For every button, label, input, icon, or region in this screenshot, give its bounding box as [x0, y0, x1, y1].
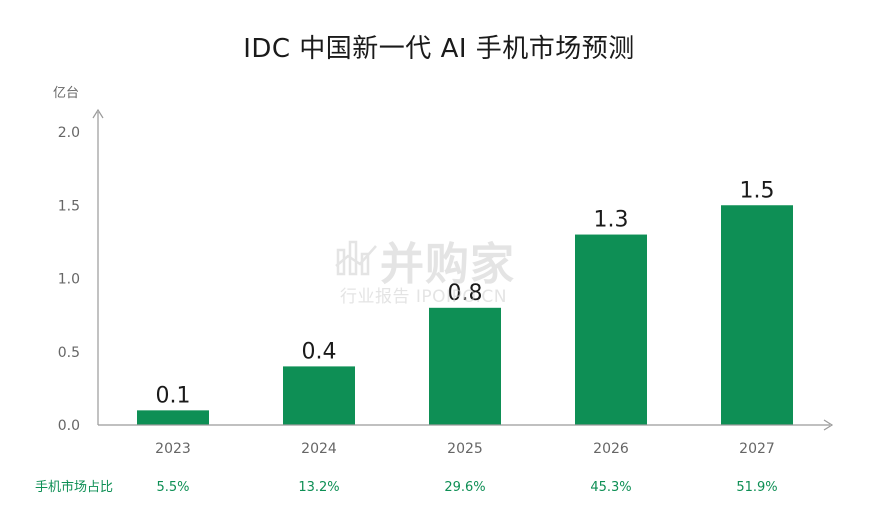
share-value: 45.3% — [590, 480, 631, 495]
share-value: 13.2% — [298, 480, 339, 495]
share-value: 29.6% — [444, 480, 485, 495]
y-tick-label: 0.0 — [58, 418, 80, 434]
share-value: 5.5% — [156, 480, 189, 495]
x-tick-label: 2026 — [593, 441, 629, 457]
y-tick-label: 2.0 — [58, 125, 80, 141]
data-label: 0.8 — [448, 281, 483, 306]
x-tick-label: 2025 — [447, 441, 483, 457]
y-tick-label: 1.0 — [58, 272, 80, 288]
y-tick-label: 1.5 — [58, 198, 80, 214]
chart-title: IDC 中国新一代 AI 手机市场预测 — [243, 34, 635, 64]
x-tick-label: 2023 — [155, 441, 191, 457]
bar — [721, 205, 793, 425]
bar — [575, 234, 647, 425]
share-value: 51.9% — [736, 480, 777, 495]
data-label: 1.5 — [740, 178, 775, 203]
x-axis-arrow — [823, 419, 834, 431]
share-row-label: 手机市场占比 — [35, 479, 113, 495]
y-axis-label: 亿台 — [53, 86, 79, 101]
bar — [137, 410, 209, 425]
data-label: 0.1 — [156, 383, 191, 408]
y-tick-label: 0.5 — [58, 345, 80, 361]
data-label: 1.3 — [594, 208, 629, 233]
bar — [283, 366, 355, 425]
data-label: 0.4 — [302, 339, 337, 364]
x-tick-label: 2024 — [301, 441, 337, 457]
bar — [429, 307, 501, 425]
x-tick-label: 2027 — [739, 441, 775, 457]
y-axis-arrow — [92, 108, 104, 119]
